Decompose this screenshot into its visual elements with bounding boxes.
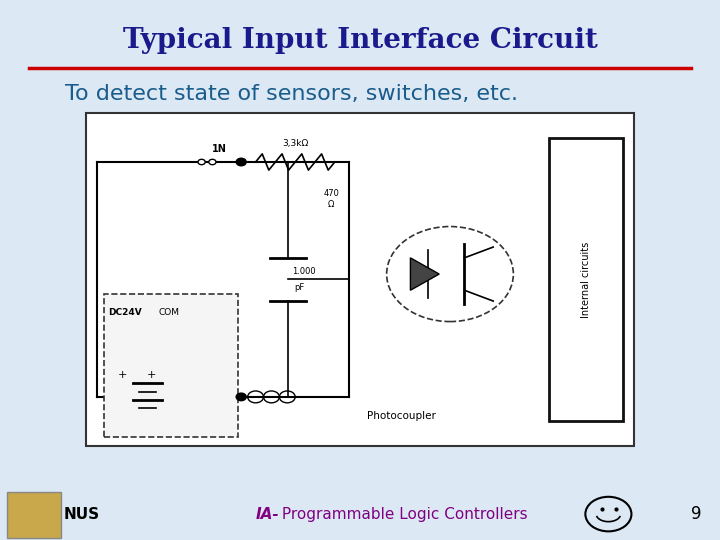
Circle shape	[236, 158, 246, 166]
Text: Internal circuits: Internal circuits	[581, 241, 590, 318]
Text: Typical Input Interface Circuit: Typical Input Interface Circuit	[122, 27, 598, 54]
Text: Ω: Ω	[328, 200, 334, 209]
Text: To detect state of sensors, switches, etc.: To detect state of sensors, switches, et…	[65, 84, 518, 105]
FancyBboxPatch shape	[549, 138, 623, 421]
Text: IA-: IA-	[256, 507, 279, 522]
Text: +: +	[146, 370, 156, 380]
Text: +: +	[117, 370, 127, 380]
Circle shape	[209, 159, 216, 165]
Text: COM: COM	[158, 308, 179, 317]
FancyBboxPatch shape	[7, 492, 61, 538]
Text: NUS: NUS	[63, 507, 99, 522]
Text: 1N: 1N	[212, 144, 227, 154]
Polygon shape	[410, 258, 439, 291]
Text: Photocoupler: Photocoupler	[367, 411, 436, 421]
Text: pF: pF	[294, 283, 304, 292]
Text: Programmable Logic Controllers: Programmable Logic Controllers	[277, 507, 528, 522]
Text: 3,3kΩ: 3,3kΩ	[282, 139, 308, 147]
Text: 470: 470	[323, 189, 339, 198]
Text: 9: 9	[691, 505, 702, 523]
Circle shape	[198, 159, 205, 165]
FancyBboxPatch shape	[104, 294, 238, 437]
Circle shape	[236, 393, 246, 401]
FancyBboxPatch shape	[86, 113, 634, 446]
Text: 1.000: 1.000	[292, 267, 315, 276]
Text: DC24V: DC24V	[108, 308, 142, 317]
